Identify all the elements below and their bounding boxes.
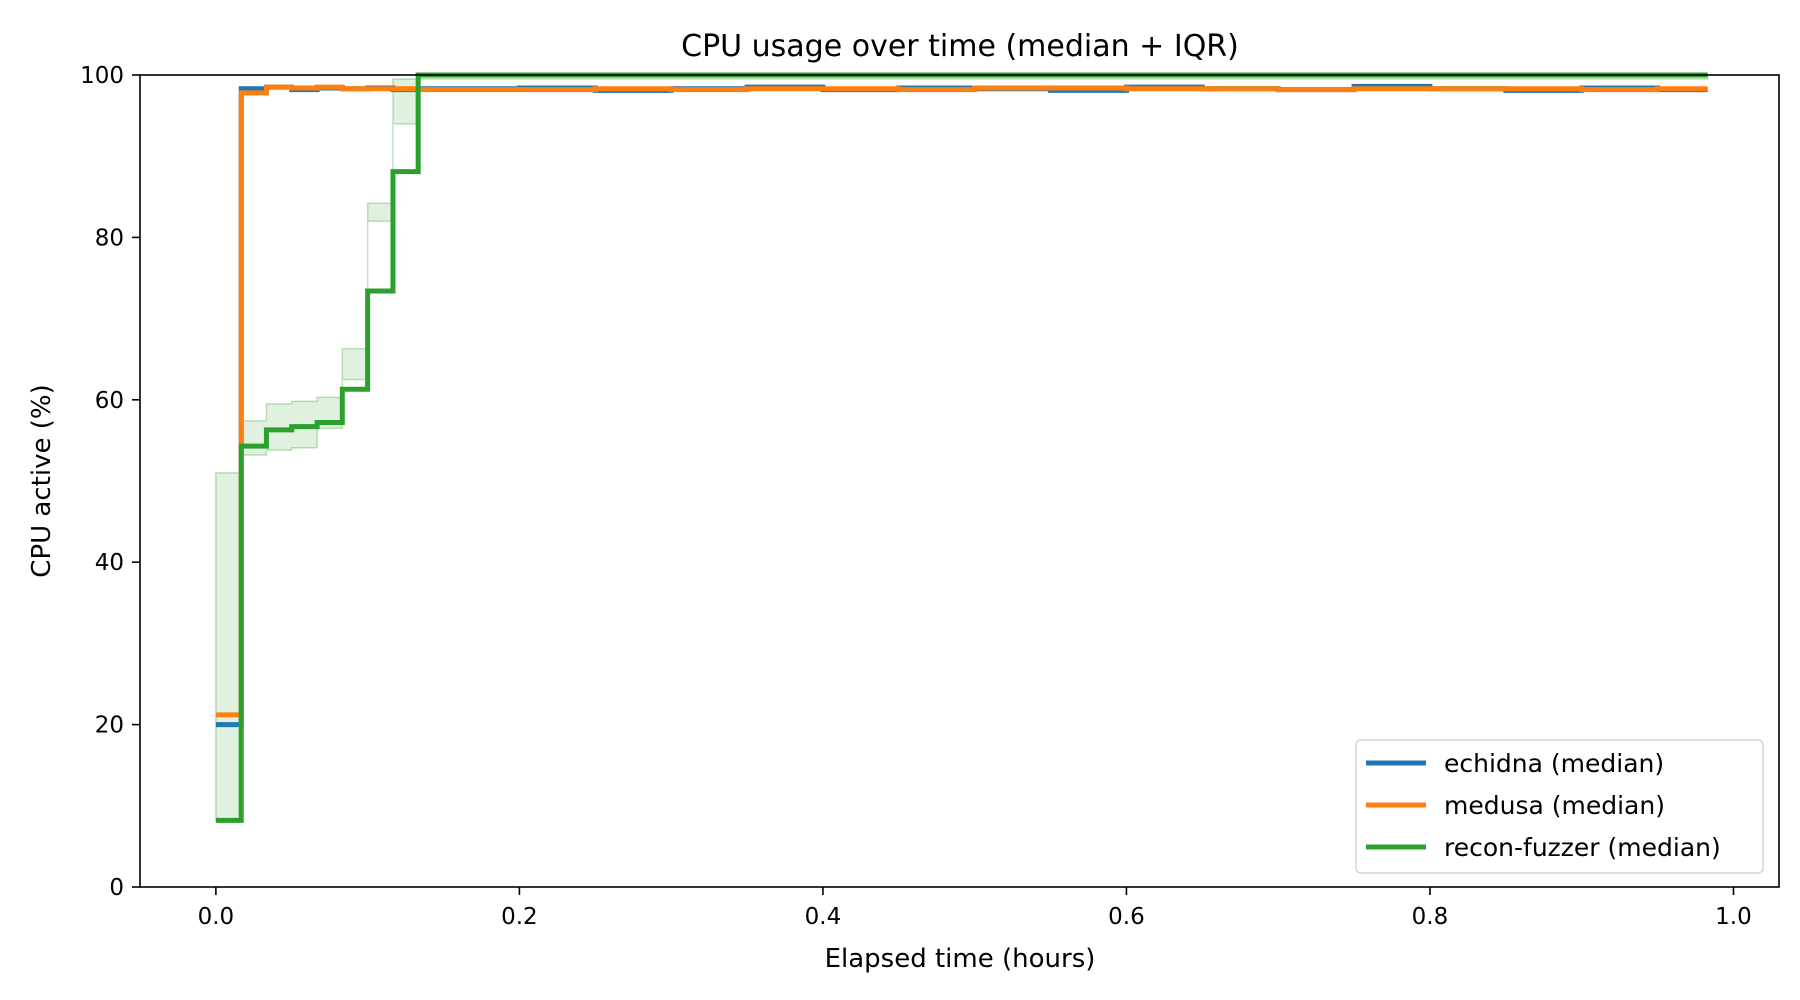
x-axis-label: Elapsed time (hours) — [825, 944, 1096, 974]
y-tick-label: 0 — [109, 875, 124, 901]
x-tick-label: 1.0 — [1715, 904, 1752, 930]
series-1-line — [215, 84, 1708, 718]
x-tick-label: 0.2 — [501, 904, 538, 930]
x-tick-label: 0.0 — [198, 904, 235, 930]
x-tick-label: 0.4 — [805, 904, 842, 930]
series-2-line — [215, 72, 1708, 823]
plot-frame — [139, 74, 1780, 888]
y-tick-label: 60 — [95, 388, 124, 414]
chart-title: CPU usage over time (median + IQR) — [681, 29, 1239, 64]
y-tick-label: 20 — [95, 713, 124, 739]
y-tick-label: 80 — [95, 225, 124, 251]
legend-label-0: echidna (median) — [1444, 749, 1664, 778]
legend-label-2: recon-fuzzer (median) — [1444, 833, 1721, 862]
legend-label-1: medusa (median) — [1444, 791, 1665, 820]
y-axis: 0 20 40 60 80 100 — [80, 63, 140, 901]
x-tick-label: 0.8 — [1412, 904, 1449, 930]
x-tick-label: 0.6 — [1108, 904, 1145, 930]
y-axis-label: CPU active (%) — [27, 384, 57, 577]
legend-box — [1355, 739, 1764, 874]
plot-area — [215, 72, 1709, 823]
y-tick-label: 100 — [80, 63, 124, 89]
x-axis: 0.0 0.2 0.4 0.6 0.8 1.0 — [198, 887, 1752, 930]
y-tick-label: 40 — [95, 550, 124, 576]
legend: echidna (median) medusa (median) recon-fuz… — [1355, 739, 1764, 874]
